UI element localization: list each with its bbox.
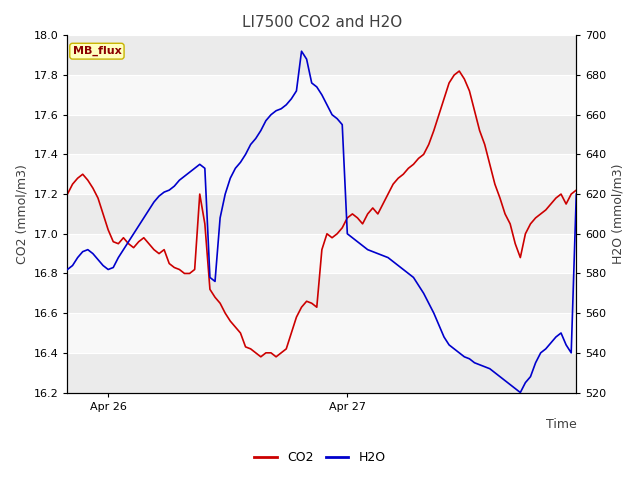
Y-axis label: H2O (mmol/m3): H2O (mmol/m3) bbox=[612, 164, 625, 264]
Text: Time: Time bbox=[545, 418, 576, 431]
Title: LI7500 CO2 and H2O: LI7500 CO2 and H2O bbox=[242, 15, 402, 30]
Bar bbox=[67, 274, 576, 313]
Bar bbox=[67, 313, 576, 353]
Text: MB_flux: MB_flux bbox=[72, 46, 122, 56]
Bar bbox=[67, 353, 576, 393]
Bar bbox=[67, 155, 576, 194]
Bar bbox=[67, 234, 576, 274]
Legend: CO2, H2O: CO2, H2O bbox=[250, 446, 390, 469]
Y-axis label: CO2 (mmol/m3): CO2 (mmol/m3) bbox=[15, 164, 28, 264]
Bar bbox=[67, 75, 576, 115]
Bar bbox=[67, 115, 576, 155]
Bar bbox=[67, 36, 576, 75]
Bar bbox=[67, 194, 576, 234]
